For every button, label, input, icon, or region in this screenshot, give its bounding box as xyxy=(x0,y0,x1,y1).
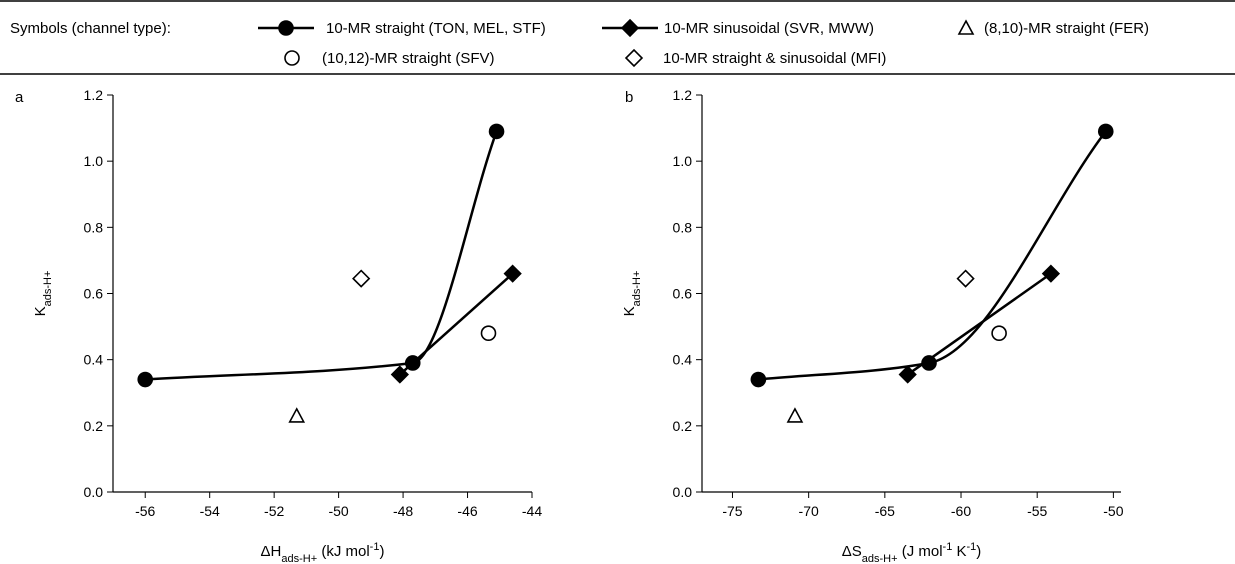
x-tick-label: -44 xyxy=(522,503,542,519)
x-axis-label-part: ΔS xyxy=(842,543,862,560)
y-axis-label-part: ads-H+ xyxy=(42,271,54,307)
marker-circle xyxy=(278,20,294,36)
marker-triangle xyxy=(288,407,306,423)
x-tick-label: -50 xyxy=(328,503,348,519)
y-tick-label: 0.4 xyxy=(84,352,104,368)
marker-circle xyxy=(488,123,505,140)
x-tick-label: -70 xyxy=(799,503,819,519)
marker-diamond xyxy=(390,365,409,384)
marker-diamond xyxy=(352,269,371,288)
series-line xyxy=(399,272,514,376)
y-tick-label: 0.6 xyxy=(84,286,104,302)
y-axis-label: Kads-H+ xyxy=(32,271,54,317)
marker-diamond xyxy=(624,48,644,68)
marker-circle xyxy=(137,371,154,388)
marker-triangle xyxy=(957,19,975,35)
legend-label: (10,12)-MR straight (SFV) xyxy=(322,50,495,67)
series-line xyxy=(758,130,1107,381)
y-tick-label: 0.0 xyxy=(673,484,693,500)
x-tick-label: -54 xyxy=(200,503,220,519)
x-axis-label-part: (kJ mol xyxy=(317,543,370,560)
x-tick-label: -48 xyxy=(393,503,413,519)
marker-circle xyxy=(480,325,497,342)
x-axis-label-part: -1 xyxy=(967,541,977,553)
series-line xyxy=(906,272,1052,376)
y-tick-label: 1.0 xyxy=(673,153,693,169)
marker-diamond xyxy=(898,365,917,384)
legend: 10-MR straight (TON, MEL, STF) 10-MR sinu… xyxy=(258,18,1149,68)
y-tick-label: 0.0 xyxy=(84,484,104,500)
x-axis-label-part: K xyxy=(952,543,966,560)
y-tick-label: 1.2 xyxy=(84,87,104,103)
y-tick-label: 0.4 xyxy=(673,352,693,368)
x-axis-label-part: ads-H+ xyxy=(281,553,317,564)
x-tick-label: -60 xyxy=(951,503,971,519)
marker-circle xyxy=(1097,123,1114,140)
marker-circle xyxy=(750,371,767,388)
y-tick-label: 0.8 xyxy=(673,219,693,235)
x-tick-label: -50 xyxy=(1103,503,1123,519)
y-axis-label-part: K xyxy=(621,306,638,316)
panel-label: b xyxy=(625,89,633,106)
x-axis-label-part: ΔH xyxy=(261,543,282,560)
y-axis-label-part: ads-H+ xyxy=(631,271,643,307)
x-tick-label: -75 xyxy=(722,503,742,519)
x-tick-label: -55 xyxy=(1027,503,1047,519)
marker-circle xyxy=(991,325,1007,342)
x-axis-label: ΔSads-H+ (J mol-1 K-1) xyxy=(842,541,982,564)
x-axis-label-part: -1 xyxy=(943,541,953,553)
y-axis-label: Kads-H+ xyxy=(621,271,643,317)
y-tick-label: 1.2 xyxy=(673,87,693,103)
y-axis-label-part: K xyxy=(32,306,49,316)
x-axis-label-part: -1 xyxy=(370,541,380,553)
x-axis-label-part: ads-H+ xyxy=(862,553,898,564)
marker-circle xyxy=(284,50,300,66)
marker-diamond xyxy=(620,18,640,38)
x-tick-label: -65 xyxy=(875,503,895,519)
y-tick-label: 0.6 xyxy=(673,286,693,302)
legend-label: 10-MR straight & sinusoidal (MFI) xyxy=(663,50,886,67)
x-tick-label: -56 xyxy=(135,503,155,519)
x-axis-label-part: ) xyxy=(976,543,981,560)
x-tick-label: -46 xyxy=(457,503,477,519)
x-axis-label-part: ) xyxy=(379,543,384,560)
y-tick-label: 0.2 xyxy=(673,418,693,434)
x-axis-label-part: (J mol xyxy=(898,543,943,560)
legend-label: 10-MR straight (TON, MEL, STF) xyxy=(326,20,546,37)
panel-label: a xyxy=(15,89,24,106)
y-tick-label: 1.0 xyxy=(84,153,104,169)
y-tick-label: 0.2 xyxy=(84,418,104,434)
marker-triangle xyxy=(786,407,804,423)
marker-diamond xyxy=(1041,264,1061,283)
y-tick-label: 0.8 xyxy=(84,219,104,235)
legend-title: Symbols (channel type): xyxy=(10,20,171,37)
series-line xyxy=(145,130,498,381)
legend-label: 10-MR sinusoidal (SVR, MWW) xyxy=(664,20,874,37)
marker-diamond xyxy=(503,264,522,283)
x-axis-label: ΔHads-H+ (kJ mol-1) xyxy=(261,541,385,564)
panel-a: a 0.0 0.2 0.4 0.6 0.8 1.0 1.2 -56 -54 -52 -50 -48 -46… xyxy=(15,87,542,564)
x-tick-label: -52 xyxy=(264,503,284,519)
marker-diamond xyxy=(956,269,975,288)
legend-label: (8,10)-MR straight (FER) xyxy=(984,20,1149,37)
panel-b: b 0.0 0.2 0.4 0.6 0.8 1.0 1.2 -75 -70 -65 -60 -55 -50… xyxy=(621,87,1124,564)
